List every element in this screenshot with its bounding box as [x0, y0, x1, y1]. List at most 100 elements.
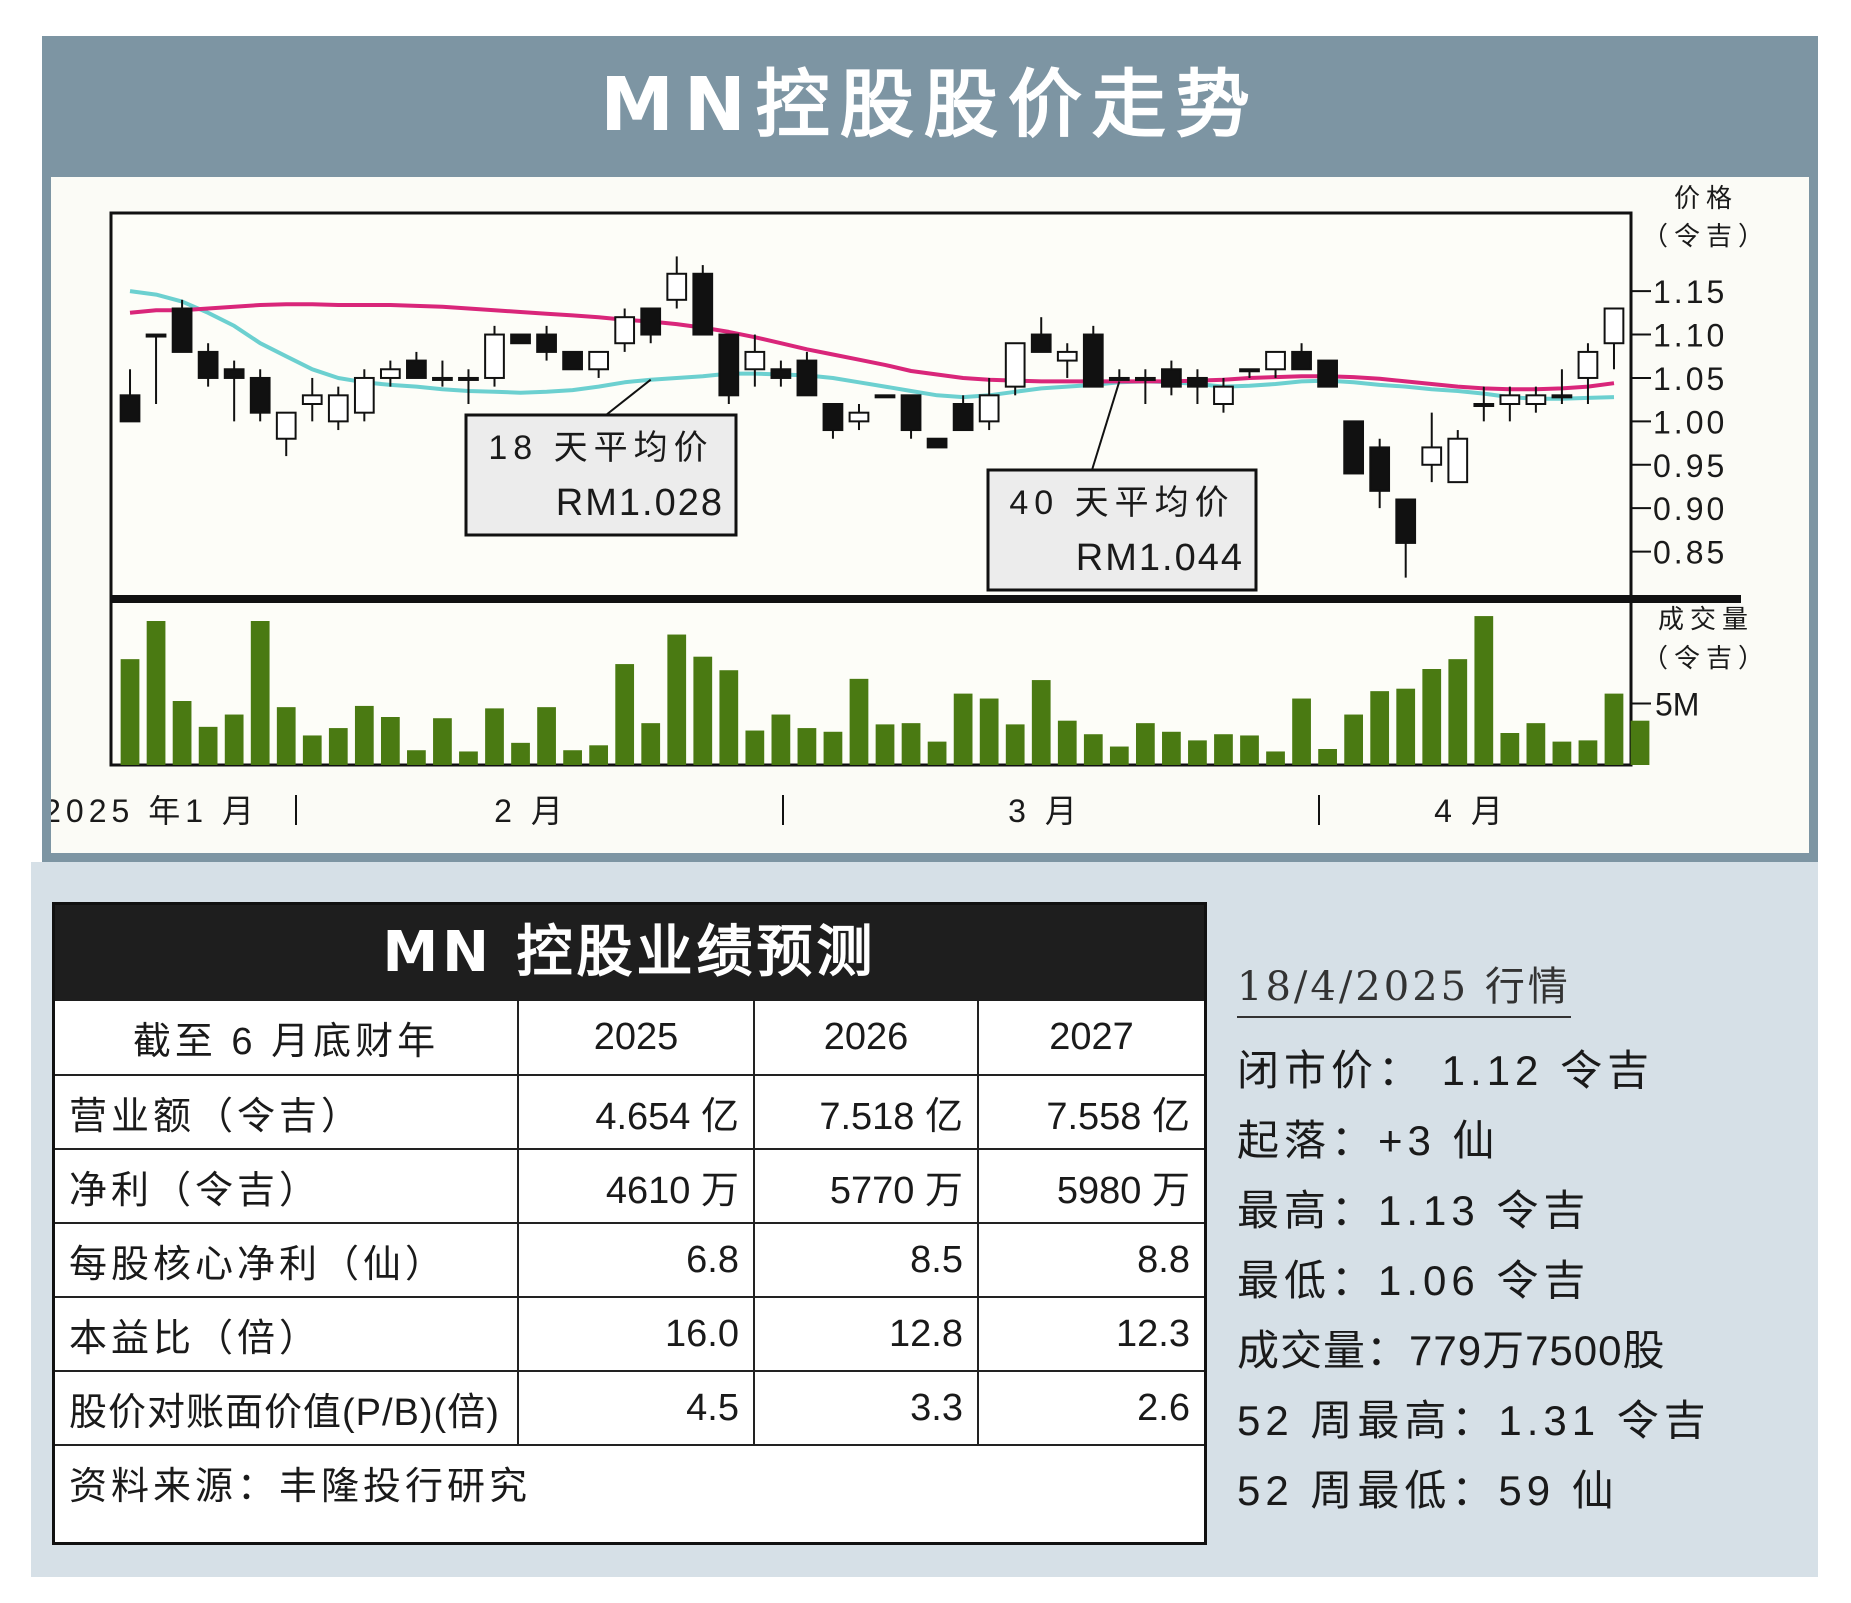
plot-frame — [109, 211, 1633, 767]
candle-body — [1551, 394, 1573, 399]
volume-bar — [875, 724, 895, 765]
volume-bar — [745, 730, 765, 765]
volume-axis-label: 成交量 — [1658, 604, 1754, 634]
panel-divider — [111, 595, 1741, 603]
table-row: 营业额（令吉） 4.654 亿 7.518 亿 7.558 亿 — [55, 1074, 1204, 1150]
candle-body — [1343, 420, 1365, 475]
volume-bar — [120, 659, 140, 765]
volume: 成交量：779万7500股 — [1237, 1327, 1666, 1374]
volume-bar — [1214, 734, 1233, 765]
volume-bar — [146, 621, 166, 765]
header-cell: 截至 6 月底财年 — [55, 1001, 519, 1076]
stock-chart: 1.15 1.10 1.05 1.00 0.95 0.90 0.85 价格 （令吉） 5M 成交量 （… — [51, 183, 1770, 829]
volume-bar — [433, 718, 452, 765]
candle-body — [1499, 394, 1521, 405]
table-row: 每股核心净利（仙） 6.8 8.5 8.8 — [55, 1222, 1204, 1298]
candle-body — [952, 403, 974, 432]
volume-bar — [1318, 749, 1337, 765]
candle-body — [666, 272, 688, 301]
volume-bar — [302, 735, 322, 765]
price-axis-unit: （令吉） — [1642, 221, 1770, 251]
bottom-panel: MN 控股业绩预测 截至 6 月底财年 2025 2026 2027 营业额（令… — [31, 862, 1818, 1577]
price-change: 起落：+3 仙 — [1237, 1117, 1500, 1164]
volume-bar — [407, 750, 426, 765]
volume-bar — [1266, 751, 1285, 765]
volume-axis-unit: （令吉） — [1642, 643, 1770, 673]
candle-body — [145, 333, 167, 338]
callout-box — [986, 468, 1258, 592]
volume-bar — [380, 717, 400, 765]
candle-body — [1317, 359, 1338, 388]
candle-body — [848, 411, 870, 423]
table-row: 股价对账面价值(P/B)(倍) 4.5 3.3 2.6 — [55, 1370, 1204, 1446]
volume-bar — [276, 707, 296, 765]
ma18-line — [129, 289, 1615, 401]
candle-body — [406, 359, 427, 379]
candle-body — [1447, 437, 1469, 484]
month-label: 2 月 — [494, 793, 568, 829]
candle-body — [1265, 350, 1286, 371]
volume-bar — [901, 723, 921, 765]
candle-body — [249, 376, 271, 414]
volume-bar — [771, 714, 791, 765]
callout-label: 40 天平均价 — [1009, 484, 1234, 522]
table-cell: 16.0 — [517, 1296, 755, 1372]
candle-body — [353, 376, 375, 414]
callout-pointer — [605, 378, 652, 416]
volume-bar — [537, 707, 556, 765]
volume-bar — [1370, 691, 1390, 765]
callout-value: RM1.028 — [556, 482, 724, 524]
candle-body — [1525, 394, 1547, 405]
forecast-table-title: MN 控股业绩预测 — [55, 905, 1204, 1001]
candle-body — [197, 350, 219, 379]
row-label: 股价对账面价值(P/B)(倍) — [55, 1370, 519, 1446]
volume-bar — [354, 705, 374, 765]
price-tick-label: 0.95 — [1653, 448, 1727, 484]
candle-body — [1056, 350, 1078, 362]
month-label: 2025 年1 月 — [51, 793, 259, 829]
row-label: 营业额（令吉） — [55, 1074, 519, 1150]
candle-body — [796, 359, 818, 397]
callout-label: 18 天平均价 — [488, 429, 713, 467]
table-cell: 6.8 — [517, 1222, 755, 1298]
week52-low: 52 周最低：59 仙 — [1237, 1467, 1619, 1514]
table-row: 本益比（倍） 16.0 12.8 12.3 — [55, 1296, 1204, 1372]
table-cell: 4.5 — [517, 1370, 755, 1446]
candle-body — [1213, 385, 1234, 406]
table-cell: 3.3 — [753, 1370, 979, 1446]
candle-body — [744, 350, 766, 371]
candle-body — [327, 394, 349, 423]
volume-bar — [1526, 723, 1546, 765]
callout-value: RM1.044 — [1076, 537, 1244, 579]
candle-body — [900, 394, 922, 432]
price-tick-label: 1.10 — [1653, 318, 1727, 354]
price-axis-label: 价格 — [1674, 183, 1738, 213]
candle-body — [1187, 376, 1208, 388]
volume-bar — [927, 741, 947, 765]
volume-bar — [797, 728, 817, 765]
volume-bar — [1604, 693, 1624, 765]
candle-body — [536, 333, 557, 353]
header-cell: 2026 — [753, 1001, 979, 1076]
candle-body — [1108, 376, 1130, 381]
week52-high: 52 周最高：1.31 令吉 — [1237, 1397, 1711, 1444]
market-date-title: 18/4/2025 行情 — [1237, 954, 1571, 1018]
table-row: 净利（令吉） 4610 万 5770 万 5980 万 — [55, 1148, 1204, 1224]
close-price: 闭市价： 1.12 令吉 — [1237, 1047, 1655, 1094]
candle-body — [223, 368, 245, 379]
ma40-line — [129, 302, 1615, 392]
candle-body — [1082, 333, 1104, 388]
volume-bar — [459, 751, 478, 765]
volume-bar — [693, 656, 713, 765]
table-cell: 8.8 — [977, 1222, 1204, 1298]
volume-bar — [198, 726, 218, 765]
candle-body — [1421, 446, 1443, 466]
volume-bar — [719, 670, 739, 765]
volume-bar — [1552, 741, 1572, 765]
candle-body — [1603, 307, 1625, 345]
volume-bar — [1474, 616, 1494, 765]
price-tick-label: 0.90 — [1653, 491, 1727, 527]
candle-body — [562, 350, 583, 371]
volume-bar — [641, 723, 661, 765]
chart-title: MN控股股价走势 — [600, 62, 1260, 148]
